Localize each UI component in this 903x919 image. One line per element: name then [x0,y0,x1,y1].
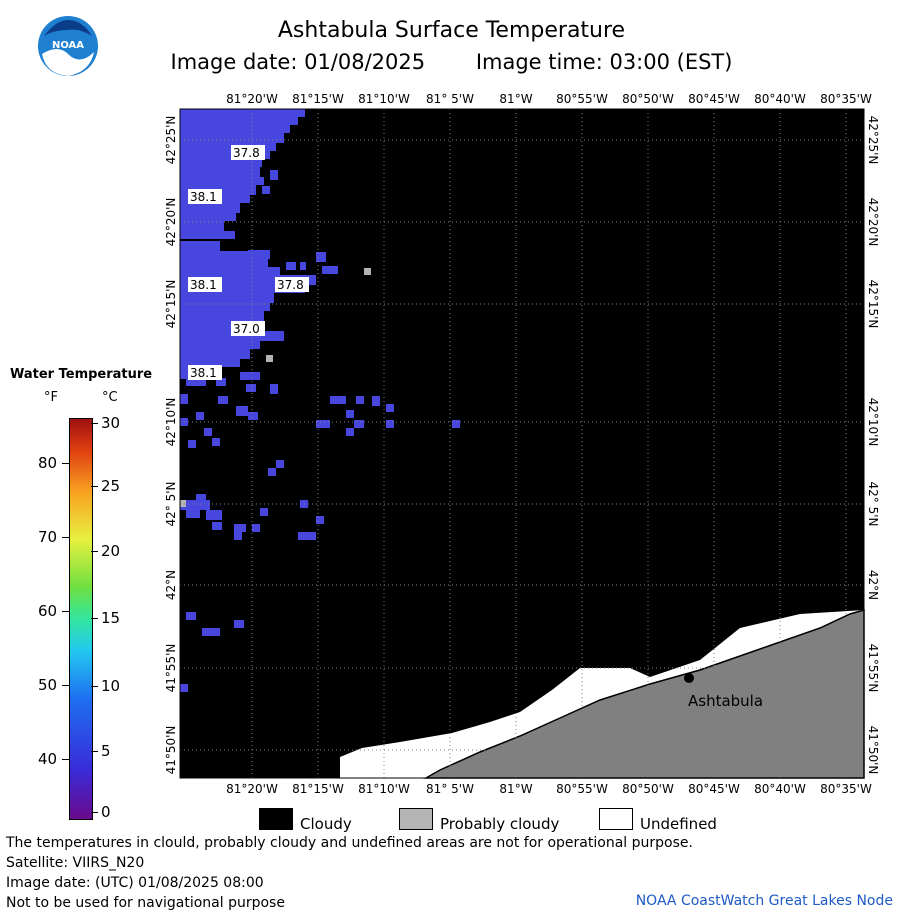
noaa-logo-icon: NOAA [38,16,98,76]
lat-label-right: 42°20'N [866,198,880,247]
lon-label-top: 80°55'W [556,92,608,106]
ashtabula-marker [684,673,694,683]
lat-label-right: 42°10'N [866,398,880,447]
lon-label-top: 81°W [499,92,532,106]
lat-label-left: 41°55'N [164,644,178,693]
legend-undefined-label: Undefined [640,815,717,833]
footer-satellite: Satellite: VIIRS_N20 [6,855,145,871]
lat-label-right: 42° 5'N [866,482,880,527]
city-label: Ashtabula [688,692,763,710]
colorbar-tick-c: 25 [101,477,121,495]
lat-label-left: 42°N [164,570,178,600]
colorbar-tick-c: 15 [101,609,121,627]
lat-label-right: 42°25'N [866,116,880,165]
footer-credit: NOAA CoastWatch Great Lakes Node [635,893,893,909]
colorbar-tick-mark [91,812,98,813]
temp-label: 37.8 [277,278,304,292]
lat-label-right: 42°15'N [866,280,880,329]
undefined-area [340,610,864,778]
footer-utc-date: Image date: (UTC) 01/08/2025 08:00 [6,875,264,891]
colorbar-tick-mark [91,618,98,619]
lon-label-bottom: 80°40'W [754,782,806,796]
colorbar-tick-f: 60 [38,602,58,620]
colorbar-tick-mark [91,686,98,687]
colorbar-tick-mark [91,486,98,487]
lon-label-top: 80°40'W [754,92,806,106]
temp-label: 38.1 [190,366,217,380]
legend-cloudy-swatch [259,808,293,830]
lon-label-top: 80°35'W [820,92,872,106]
colorbar-tick-mark [62,685,69,686]
colorbar-tick-f: 70 [38,528,58,546]
lat-label-right: 41°55'N [866,644,880,693]
colorbar-tick-c: 5 [101,742,111,760]
image-time: Image time: 03:00 (EST) [475,50,733,74]
legend-probably-cloudy-swatch [399,808,433,830]
colorbar-tick-mark [62,611,69,612]
lon-label-bottom: 81°W [499,782,532,796]
colorbar [69,418,93,820]
probably-cloudy-pixel [180,500,186,507]
lon-label-bottom: 81°20'W [226,782,278,796]
probably-cloudy-pixel [266,355,273,362]
lat-label-right: 42°N [866,570,880,600]
colorbar-tick-c: 30 [101,414,121,432]
legend-undefined-swatch [599,808,633,830]
colorbar-tick-mark [91,423,98,424]
colorbar-tick-c: 20 [101,542,121,560]
noaa-logo-text: NOAA [52,40,84,51]
colorbar-tick-mark [91,751,98,752]
colorbar-tick-f: 80 [38,454,58,472]
temp-label: 38.1 [190,190,217,204]
colorbar-title: Water Temperature [10,367,153,382]
image-datetime: Image date: 01/08/2025 Image time: 03:00… [0,50,903,74]
lon-label-bottom: 80°55'W [556,782,608,796]
colorbar-tick-c: 10 [101,677,121,695]
legend-probably-cloudy-label: Probably cloudy [440,815,560,833]
lon-label-top: 81°10'W [358,92,410,106]
water-pixels [180,109,460,692]
unit-celsius: °C [102,390,118,405]
lat-label-right: 41°50'N [866,726,880,775]
land-area [423,609,865,779]
lat-label-left: 42°20'N [164,198,178,247]
lon-label-bottom: 81°15'W [292,782,344,796]
lon-label-bottom: 81° 5'W [426,782,474,796]
colorbar-tick-mark [62,463,69,464]
colorbar-tick-mark [91,551,98,552]
colorbar-tick-c: 0 [101,803,111,821]
temp-label: 37.0 [233,322,260,336]
colorbar-tick-mark [62,759,69,760]
page-title: Ashtabula Surface Temperature [277,18,626,43]
lon-label-top: 81°20'W [226,92,278,106]
lon-label-bottom: 80°35'W [820,782,872,796]
probably-cloudy-pixel [364,268,371,275]
temp-label: 38.1 [190,278,217,292]
colorbar-tick-mark [62,537,69,538]
lat-label-left: 42°10'N [164,398,178,447]
lon-label-bottom: 80°50'W [622,782,674,796]
lat-label-left: 42°25'N [164,116,178,165]
legend-cloudy-label: Cloudy [300,815,352,833]
footer-navigation-note: Not to be used for navigational purpose [6,895,285,911]
lon-label-bottom: 81°10'W [358,782,410,796]
lat-label-left: 42° 5'N [164,482,178,527]
lat-label-left: 42°15'N [164,280,178,329]
colorbar-tick-f: 40 [38,750,58,768]
lon-label-top: 80°50'W [622,92,674,106]
lon-label-top: 81°15'W [292,92,344,106]
image-date: Image date: 01/08/2025 [170,50,426,74]
footer-disclaimer: The temperatures in clould, probably clo… [6,835,693,851]
lon-label-bottom: 80°45'W [688,782,740,796]
colorbar-tick-f: 50 [38,676,58,694]
lat-label-left: 41°50'N [164,726,178,775]
lon-label-top: 81° 5'W [426,92,474,106]
lon-label-top: 80°45'W [688,92,740,106]
unit-fahrenheit: °F [44,390,58,405]
temp-label: 37.8 [233,146,260,160]
